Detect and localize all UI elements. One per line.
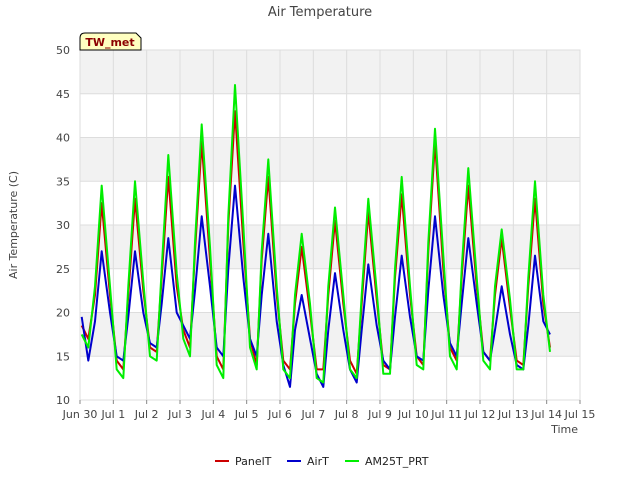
x-tick-label: Jul 2 <box>134 408 159 421</box>
x-tick-label: Jul 6 <box>267 408 292 421</box>
x-tick-label: Jul 1 <box>100 408 125 421</box>
grid-band <box>80 50 580 94</box>
x-tick-label: Jul 12 <box>464 408 496 421</box>
y-axis-label: Air Temperature (C) <box>7 171 20 279</box>
x-tick-label: Jul 3 <box>167 408 192 421</box>
legend-label-airt: AirT <box>307 455 329 468</box>
x-axis-ticks: Jun 30 Jul 1 Jul 2 Jul 3 Jul 4 Jul 5 Jul 6 Jul … <box>62 400 596 421</box>
x-tick-label: Jul 13 <box>497 408 529 421</box>
x-tick-label: Jun 30 <box>62 408 98 421</box>
x-tick-label: Jul 14 <box>530 408 562 421</box>
y-tick-label: 45 <box>56 88 70 101</box>
x-tick-label: Jul 8 <box>334 408 359 421</box>
chart-title: Air Temperature <box>268 5 372 20</box>
legend: PanelT AirT AM25T_PRT <box>215 455 429 468</box>
y-tick-label: 30 <box>56 219 70 232</box>
y-tick-label: 20 <box>56 307 70 320</box>
y-tick-label: 15 <box>56 350 70 363</box>
x-tick-label: Jul 15 <box>564 408 596 421</box>
x-tick-label: Jul 5 <box>234 408 259 421</box>
x-tick-label: Jul 9 <box>367 408 392 421</box>
legend-label-am25t-prt: AM25T_PRT <box>365 455 429 468</box>
site-badge-text: TW_met <box>85 36 134 49</box>
x-tick-label: Jul 4 <box>200 408 225 421</box>
x-tick-label: Jul 7 <box>300 408 325 421</box>
gridlines <box>79 49 581 401</box>
y-tick-label: 25 <box>56 263 70 276</box>
y-tick-label: 10 <box>56 394 70 407</box>
site-badge: TW_met <box>79 32 142 51</box>
y-tick-label: 35 <box>56 175 70 188</box>
x-axis-label: Time <box>550 423 578 436</box>
x-tick-label: Jul 11 <box>430 408 462 421</box>
y-axis-ticks: 10 15 20 25 30 35 40 45 50 <box>56 44 70 407</box>
series-layer <box>80 84 551 388</box>
site-badge-shape <box>79 32 142 51</box>
x-tick-label: Jul 10 <box>397 408 429 421</box>
y-tick-label: 50 <box>56 44 70 57</box>
legend-label-panelt: PanelT <box>235 455 272 468</box>
grid-band <box>80 137 580 182</box>
series-line-am25t-prt <box>80 84 551 384</box>
y-tick-label: 40 <box>56 132 70 145</box>
